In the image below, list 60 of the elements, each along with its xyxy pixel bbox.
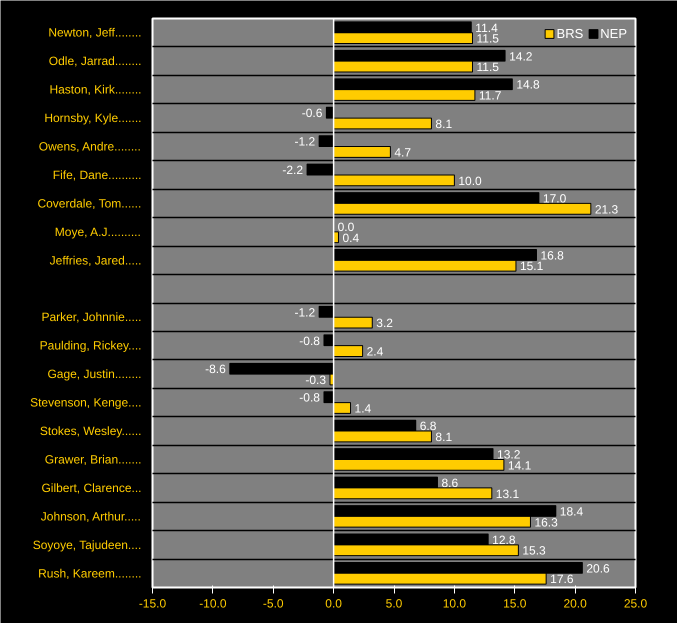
data-label: 14.2 [509,49,533,64]
data-label: 17.0 [542,192,567,206]
y-tick-label: Stokes, Wesley...... [40,424,142,438]
y-tick-label: Owens, Andre........ [38,140,141,154]
y-tick-label: Gilbert, Clarence... [41,480,142,495]
x-tick-label: 15.0 [503,596,527,610]
y-tick-label: Rush, Kareem........ [38,566,142,580]
y-tick-label: Jeffries, Jared..... [50,253,142,268]
data-label: -1.2 [294,134,316,149]
x-tick-label: 5.0 [386,596,403,610]
data-label: 20.6 [586,561,610,576]
data-label: 8.6 [441,476,458,490]
data-label: 11.5 [476,60,500,74]
data-label: -0.3 [305,373,326,388]
legend-label: BRS [556,26,584,41]
data-label: 10.0 [458,174,482,188]
data-label: -8.6 [205,362,226,376]
y-tick-label: Odle, Jarrad........ [48,54,142,68]
data-label: 2.4 [366,344,384,359]
data-label: 12.8 [492,532,516,547]
data-label: -1.2 [294,305,316,320]
y-tick-label: Paulding, Rickey.... [40,338,142,353]
x-tick-label: 10.0 [442,596,466,610]
x-tick-label: 0.0 [325,596,342,610]
y-tick-label: Gage, Justin........ [47,367,142,382]
legend-label: NEP [600,26,627,41]
y-tick-label: Fife, Dane.......... [52,168,142,182]
y-tick-label: Hornsby, Kyle....... [44,111,142,126]
data-label: 13.1 [496,486,520,501]
y-tick-label: Grawer, Brian....... [44,452,142,466]
y-tick-label: Haston, Kirk........ [49,82,142,97]
y-tick-label: Newton, Jeff........ [48,26,142,40]
x-tick-label: -5.0 [262,596,284,610]
y-tick-label: Johnson, Arthur..... [40,509,141,524]
data-label: 1.4 [354,401,372,416]
data-label: 6.8 [420,419,437,434]
data-label: 21.3 [594,202,619,216]
data-label: -0.6 [302,106,323,120]
y-tick-label: Coverdale, Tom...... [37,196,142,210]
data-label: 11.7 [478,88,502,103]
data-label: 16.3 [534,515,558,530]
data-label: -0.8 [299,390,320,405]
x-tick-label: -10.0 [199,596,227,610]
y-tick-label: Soyoye, Tajudeen.... [32,538,142,552]
x-tick-label: -15.0 [138,596,166,610]
x-tick-label: 20.0 [563,596,588,610]
y-tick-label: Moye, A.J.......... [54,224,141,239]
x-tick-label: 25.0 [624,596,648,610]
data-label: 4.7 [394,145,412,160]
data-label: 18.4 [560,504,584,518]
data-label: 3.2 [376,316,394,330]
data-label: -2.2 [282,163,304,178]
data-label: 8.1 [435,116,452,131]
data-label: 17.6 [550,572,574,586]
data-label: 15.3 [522,544,546,558]
y-tick-label: Stevenson, Kenge.... [30,396,142,410]
data-label: -0.8 [299,334,320,348]
y-tick-label: Parker, Johnnie..... [41,310,142,324]
data-label: 8.1 [435,430,452,444]
data-label: 14.8 [516,78,540,92]
